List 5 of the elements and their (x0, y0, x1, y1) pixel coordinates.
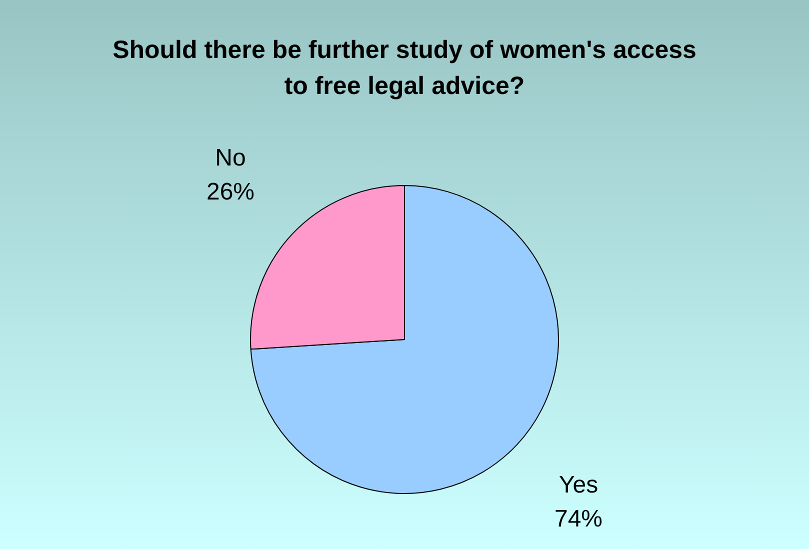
data-label: 26% (206, 178, 255, 206)
slice-label: No (215, 144, 246, 172)
data-label: 74% (554, 506, 603, 533)
chart-title: Should there be further study of women's access to free legal advice? (112, 35, 698, 102)
slice-label: Yes (558, 472, 598, 499)
